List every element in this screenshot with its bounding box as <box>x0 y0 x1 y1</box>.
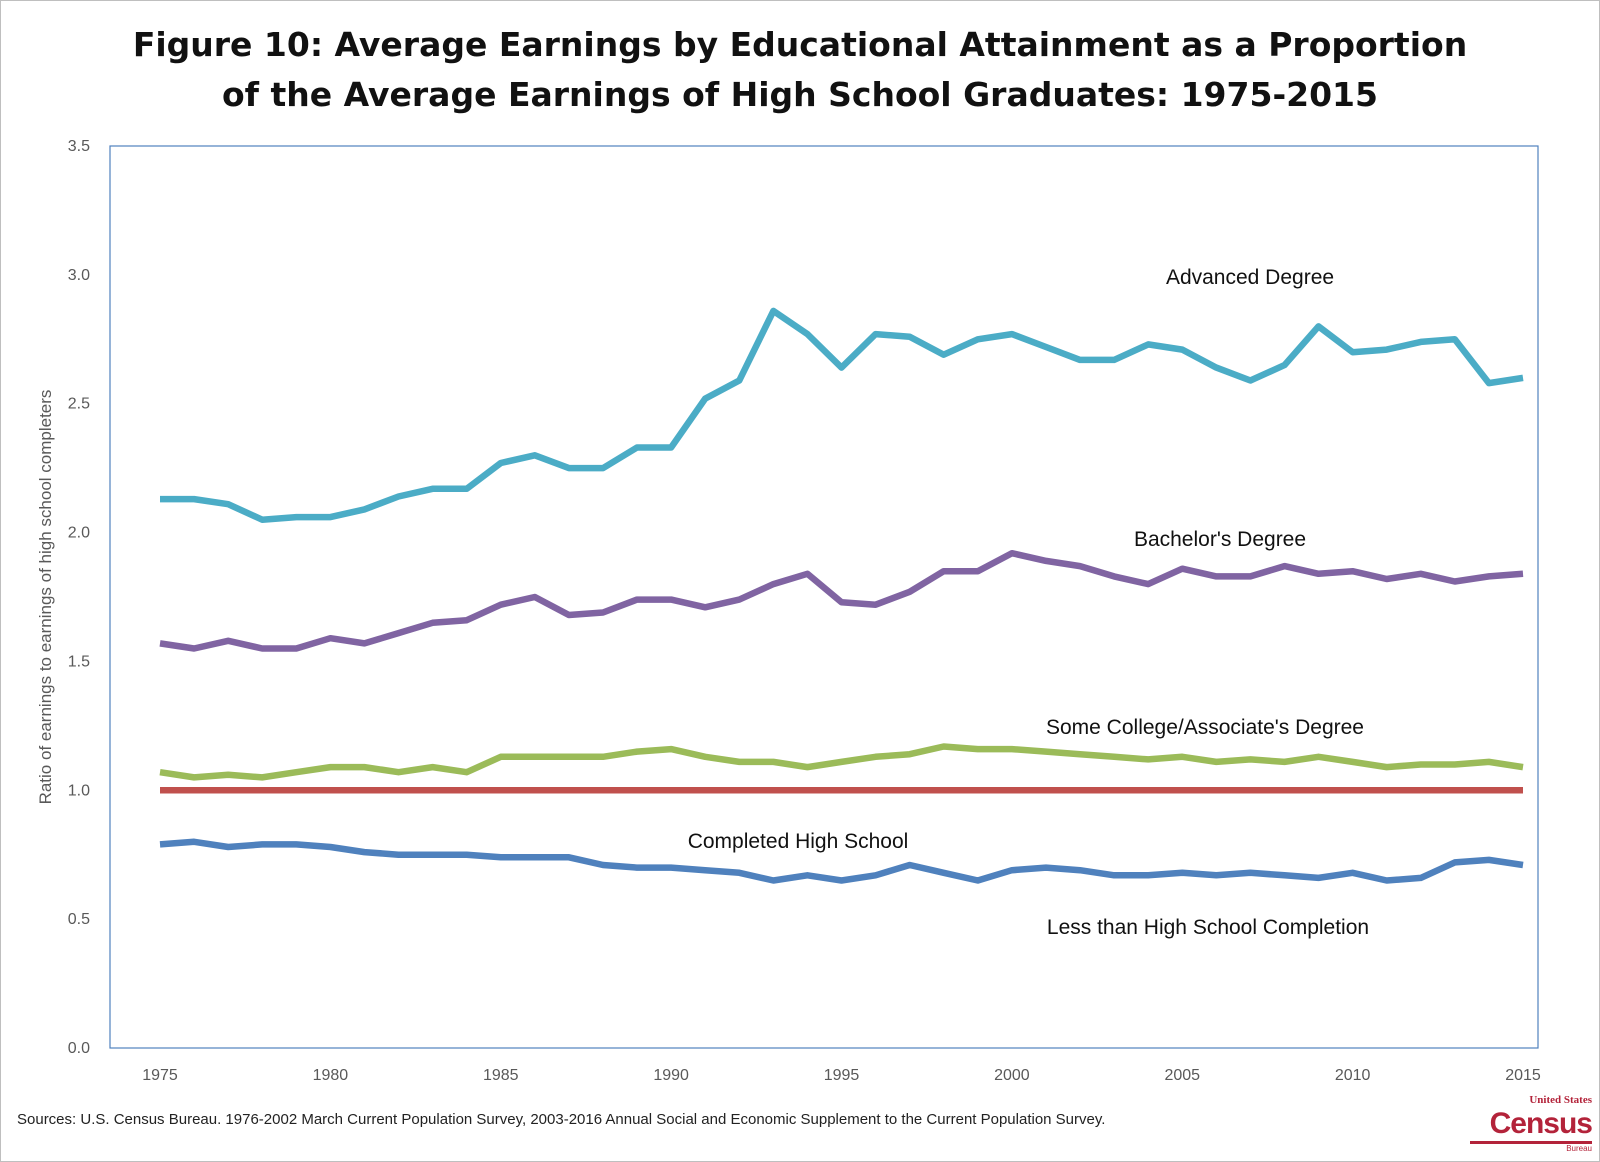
logo-line-2: Census <box>1470 1107 1593 1144</box>
x-tick-label: 2005 <box>1164 1067 1200 1084</box>
plot-area <box>109 145 1539 1049</box>
series-label-some-college-associate-s-degree: Some College/Associate's Degree <box>1046 716 1364 739</box>
logo-line-3: Bureau <box>1566 1144 1592 1153</box>
x-tick-label: 2010 <box>1335 1067 1371 1084</box>
y-tick-label: 1.0 <box>68 782 90 799</box>
x-tick-label: 1990 <box>653 1067 689 1084</box>
series-label-bachelor-s-degree: Bachelor's Degree <box>1134 528 1306 551</box>
chart-title: Figure 10: Average Earnings by Education… <box>0 20 1600 120</box>
series-label-less-than-high-school-completion: Less than High School Completion <box>1047 916 1369 939</box>
series-line-bachelor-s-degree <box>159 549 1524 652</box>
series-line-some-college-associate-s-degree <box>159 743 1524 781</box>
source-note: Sources: U.S. Census Bureau. 1976-2002 M… <box>17 1111 1106 1128</box>
y-tick-label: 3.0 <box>68 267 90 284</box>
x-tick-label: 1995 <box>824 1067 860 1084</box>
y-tick-label: 3.5 <box>68 138 90 155</box>
x-tick-label: 1985 <box>483 1067 519 1084</box>
x-tick-label: 2015 <box>1505 1067 1541 1084</box>
chart-title-line-2: of the Average Earnings of High School G… <box>222 75 1378 114</box>
x-tick-label: 1975 <box>142 1067 178 1084</box>
series-line-less-than-high-school-completion <box>159 838 1524 884</box>
chart-title-line-1: Figure 10: Average Earnings by Education… <box>132 25 1468 64</box>
y-tick-label: 0.5 <box>68 911 90 928</box>
y-tick-label: 2.5 <box>68 396 90 413</box>
y-tick-label: 2.0 <box>68 525 90 542</box>
logo-line-1: United States <box>1529 1094 1592 1106</box>
series-label-completed-high-school: Completed High School <box>688 830 909 853</box>
y-axis-label: Ratio of earnings to earnings of high sc… <box>36 390 55 805</box>
x-tick-label: 2000 <box>994 1067 1030 1084</box>
y-tick-label: 0.0 <box>68 1040 90 1057</box>
series-label-advanced-degree: Advanced Degree <box>1166 266 1334 289</box>
census-logo: United States Census Bureau <box>1470 1094 1593 1154</box>
series-line-advanced-degree <box>160 307 1524 523</box>
y-tick-label: 1.5 <box>68 653 90 670</box>
x-tick-label: 1980 <box>313 1067 349 1084</box>
